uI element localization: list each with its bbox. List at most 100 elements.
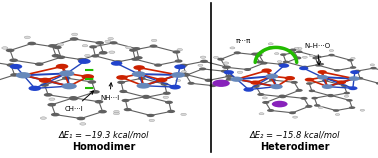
Circle shape bbox=[70, 97, 78, 100]
Circle shape bbox=[348, 86, 358, 90]
Circle shape bbox=[302, 66, 308, 68]
Circle shape bbox=[182, 73, 190, 76]
Circle shape bbox=[138, 77, 146, 80]
Circle shape bbox=[344, 92, 350, 94]
Circle shape bbox=[124, 108, 132, 111]
Circle shape bbox=[311, 97, 318, 100]
Circle shape bbox=[94, 100, 103, 103]
Circle shape bbox=[142, 96, 150, 99]
Circle shape bbox=[312, 57, 319, 59]
Circle shape bbox=[278, 63, 285, 66]
Circle shape bbox=[301, 97, 308, 100]
Circle shape bbox=[350, 70, 359, 74]
Text: CH···I: CH···I bbox=[64, 91, 93, 112]
Circle shape bbox=[251, 53, 258, 56]
Circle shape bbox=[77, 58, 86, 61]
Circle shape bbox=[349, 106, 355, 109]
Circle shape bbox=[131, 58, 139, 61]
Circle shape bbox=[85, 55, 90, 57]
Text: NH···I: NH···I bbox=[100, 83, 119, 100]
Circle shape bbox=[376, 82, 378, 85]
Circle shape bbox=[291, 81, 298, 84]
Circle shape bbox=[51, 113, 60, 116]
Circle shape bbox=[328, 54, 335, 56]
Circle shape bbox=[302, 56, 307, 58]
Circle shape bbox=[279, 94, 286, 97]
Circle shape bbox=[309, 89, 315, 92]
Circle shape bbox=[285, 76, 295, 80]
Circle shape bbox=[335, 114, 340, 115]
Circle shape bbox=[156, 78, 167, 82]
Circle shape bbox=[82, 45, 88, 47]
Circle shape bbox=[44, 93, 53, 97]
Circle shape bbox=[293, 116, 297, 118]
Circle shape bbox=[161, 82, 169, 86]
Circle shape bbox=[40, 83, 49, 87]
Circle shape bbox=[180, 64, 187, 67]
Circle shape bbox=[181, 113, 186, 115]
Circle shape bbox=[171, 72, 185, 78]
Circle shape bbox=[260, 62, 268, 65]
Circle shape bbox=[237, 71, 243, 73]
Circle shape bbox=[7, 63, 15, 67]
Text: Homodimer: Homodimer bbox=[72, 142, 136, 152]
Circle shape bbox=[329, 50, 334, 52]
Circle shape bbox=[135, 56, 143, 59]
Circle shape bbox=[9, 58, 18, 62]
Circle shape bbox=[350, 66, 356, 69]
Circle shape bbox=[167, 110, 175, 113]
Circle shape bbox=[268, 46, 275, 49]
Circle shape bbox=[48, 44, 57, 48]
Circle shape bbox=[214, 56, 218, 58]
Circle shape bbox=[209, 84, 217, 87]
Circle shape bbox=[250, 80, 261, 85]
Circle shape bbox=[318, 63, 324, 66]
Circle shape bbox=[81, 74, 94, 79]
Circle shape bbox=[116, 75, 128, 80]
Text: ΔE₂ = −15.8 kcal/mol: ΔE₂ = −15.8 kcal/mol bbox=[249, 131, 340, 140]
Circle shape bbox=[259, 113, 264, 115]
Circle shape bbox=[341, 84, 347, 87]
Circle shape bbox=[129, 49, 137, 52]
Text: π···π: π···π bbox=[236, 38, 251, 44]
Circle shape bbox=[234, 51, 241, 54]
Circle shape bbox=[76, 117, 85, 120]
Circle shape bbox=[290, 49, 297, 52]
Circle shape bbox=[269, 79, 276, 82]
Circle shape bbox=[62, 83, 77, 89]
Circle shape bbox=[125, 46, 131, 49]
Circle shape bbox=[2, 47, 8, 49]
Circle shape bbox=[231, 77, 243, 82]
Circle shape bbox=[28, 42, 36, 45]
Circle shape bbox=[199, 67, 206, 70]
Circle shape bbox=[294, 56, 301, 59]
Circle shape bbox=[280, 53, 287, 56]
Circle shape bbox=[212, 80, 230, 87]
Circle shape bbox=[305, 78, 314, 82]
Circle shape bbox=[142, 95, 150, 98]
Circle shape bbox=[315, 55, 321, 58]
Circle shape bbox=[57, 55, 65, 59]
Circle shape bbox=[354, 70, 361, 72]
Circle shape bbox=[309, 55, 314, 57]
Circle shape bbox=[204, 79, 212, 82]
Circle shape bbox=[257, 93, 265, 96]
Circle shape bbox=[370, 67, 377, 70]
Circle shape bbox=[268, 43, 273, 45]
Circle shape bbox=[136, 83, 150, 89]
Circle shape bbox=[52, 54, 60, 58]
Circle shape bbox=[259, 52, 264, 54]
Text: ΔE₁ = −19.3 kcal/mol: ΔE₁ = −19.3 kcal/mol bbox=[59, 131, 149, 140]
Circle shape bbox=[95, 41, 104, 45]
Circle shape bbox=[223, 62, 229, 64]
Circle shape bbox=[89, 45, 97, 49]
Circle shape bbox=[299, 66, 308, 70]
Circle shape bbox=[315, 64, 321, 67]
Circle shape bbox=[314, 104, 321, 107]
Circle shape bbox=[347, 59, 354, 61]
Circle shape bbox=[150, 44, 158, 48]
Circle shape bbox=[294, 47, 299, 49]
Circle shape bbox=[270, 84, 283, 89]
Circle shape bbox=[109, 51, 115, 54]
Text: Heterodimer: Heterodimer bbox=[260, 142, 330, 152]
